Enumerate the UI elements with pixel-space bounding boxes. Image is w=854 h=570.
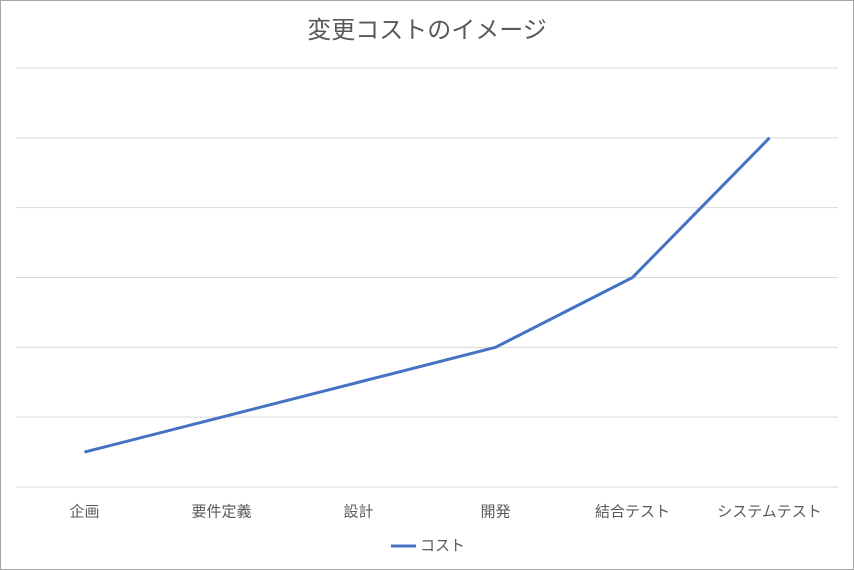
- line-series: [84, 136, 771, 454]
- x-tick-label: 結合テスト: [595, 503, 670, 521]
- legend-label: コスト: [420, 537, 465, 555]
- chart-title: 変更コストのイメージ: [307, 16, 547, 44]
- x-tick-label: 設計: [343, 503, 373, 521]
- x-tick-label: システムテスト: [717, 503, 822, 521]
- x-tick-label: 企画: [69, 503, 99, 521]
- x-tick-label: 要件定義: [191, 503, 251, 521]
- x-tick-label: 開発: [480, 503, 510, 521]
